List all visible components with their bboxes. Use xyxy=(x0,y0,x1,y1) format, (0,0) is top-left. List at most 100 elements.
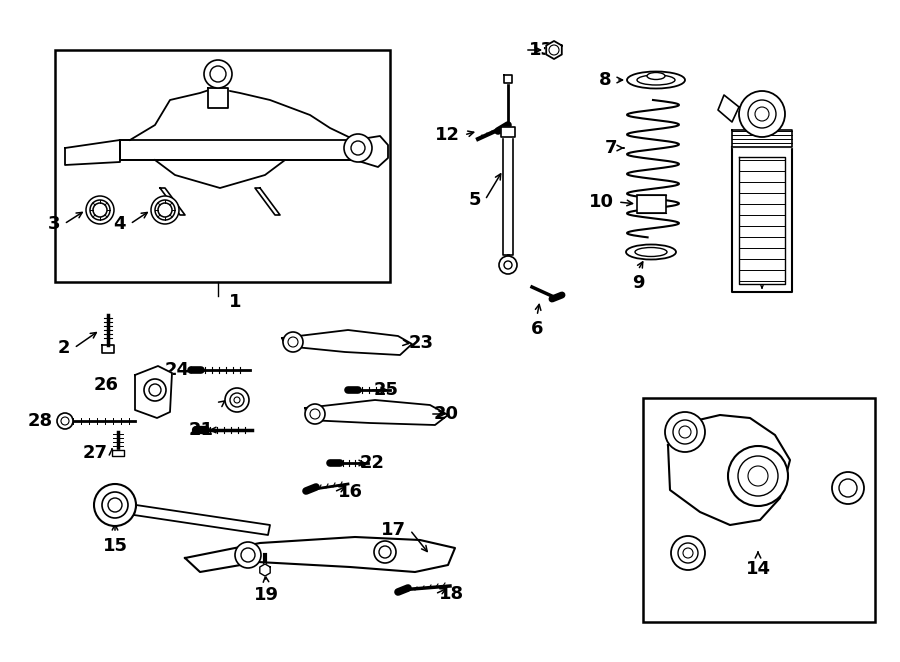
Polygon shape xyxy=(546,41,562,59)
Polygon shape xyxy=(732,130,792,147)
Polygon shape xyxy=(65,140,120,165)
Circle shape xyxy=(679,426,691,438)
Circle shape xyxy=(94,484,136,526)
Circle shape xyxy=(234,397,240,403)
Polygon shape xyxy=(260,564,270,576)
Circle shape xyxy=(305,404,325,424)
Polygon shape xyxy=(739,157,785,284)
Circle shape xyxy=(210,66,226,82)
Ellipse shape xyxy=(627,71,685,89)
Text: 8: 8 xyxy=(599,71,612,89)
Text: 20: 20 xyxy=(434,405,459,423)
Text: 13: 13 xyxy=(529,41,554,59)
Circle shape xyxy=(155,200,175,220)
Polygon shape xyxy=(185,537,455,572)
Text: 4: 4 xyxy=(113,215,126,233)
Circle shape xyxy=(499,256,517,274)
Text: 2: 2 xyxy=(58,339,70,357)
Circle shape xyxy=(93,203,107,217)
Polygon shape xyxy=(135,366,172,418)
Circle shape xyxy=(102,492,128,518)
Polygon shape xyxy=(668,415,790,525)
Circle shape xyxy=(379,546,391,558)
Circle shape xyxy=(57,413,73,429)
Text: 12: 12 xyxy=(435,126,460,144)
Circle shape xyxy=(235,542,261,568)
Text: 19: 19 xyxy=(254,586,278,604)
Circle shape xyxy=(738,456,778,496)
Circle shape xyxy=(351,141,365,155)
Circle shape xyxy=(230,393,244,407)
Circle shape xyxy=(144,379,166,401)
Ellipse shape xyxy=(626,244,676,260)
Circle shape xyxy=(728,446,788,506)
Circle shape xyxy=(310,409,320,419)
Polygon shape xyxy=(120,88,355,160)
Text: 27: 27 xyxy=(83,444,108,462)
Ellipse shape xyxy=(647,73,665,79)
Polygon shape xyxy=(134,505,270,535)
Circle shape xyxy=(344,134,372,162)
Polygon shape xyxy=(501,127,515,137)
Text: 17: 17 xyxy=(381,521,406,539)
Polygon shape xyxy=(208,88,228,108)
Circle shape xyxy=(673,420,697,444)
Text: 5: 5 xyxy=(469,191,481,209)
Circle shape xyxy=(839,479,857,497)
Ellipse shape xyxy=(637,75,675,85)
Polygon shape xyxy=(503,137,513,255)
Text: 15: 15 xyxy=(103,537,128,555)
Polygon shape xyxy=(282,330,412,355)
Polygon shape xyxy=(732,147,792,292)
Polygon shape xyxy=(102,345,114,353)
Text: 26: 26 xyxy=(94,376,119,394)
Circle shape xyxy=(683,548,693,558)
Text: 28: 28 xyxy=(28,412,53,430)
Circle shape xyxy=(225,388,249,412)
Text: 16: 16 xyxy=(338,483,363,501)
Text: 24: 24 xyxy=(165,361,190,379)
Polygon shape xyxy=(355,136,388,167)
Circle shape xyxy=(665,412,705,452)
Text: 14: 14 xyxy=(745,560,770,578)
Text: 18: 18 xyxy=(439,585,464,603)
Circle shape xyxy=(90,200,110,220)
Text: 9: 9 xyxy=(632,274,644,292)
Circle shape xyxy=(504,261,512,269)
Polygon shape xyxy=(155,160,285,188)
Text: 7: 7 xyxy=(605,139,617,157)
Circle shape xyxy=(86,196,114,224)
Text: 6: 6 xyxy=(531,320,544,338)
Text: 29: 29 xyxy=(226,394,251,412)
Circle shape xyxy=(288,337,298,347)
Circle shape xyxy=(61,417,69,425)
Text: 23: 23 xyxy=(409,334,434,352)
Text: 21: 21 xyxy=(189,421,214,439)
Polygon shape xyxy=(255,188,280,215)
Circle shape xyxy=(283,332,303,352)
Circle shape xyxy=(108,498,122,512)
Polygon shape xyxy=(305,400,448,425)
Circle shape xyxy=(832,472,864,504)
Circle shape xyxy=(748,100,776,128)
Polygon shape xyxy=(160,188,185,215)
Polygon shape xyxy=(504,75,512,83)
Circle shape xyxy=(549,45,559,55)
Text: 1: 1 xyxy=(229,293,241,311)
Circle shape xyxy=(374,541,396,563)
Polygon shape xyxy=(718,95,739,122)
Text: 3: 3 xyxy=(48,215,60,233)
Text: 10: 10 xyxy=(589,193,614,211)
Circle shape xyxy=(151,196,179,224)
Circle shape xyxy=(748,466,768,486)
Bar xyxy=(55,50,390,282)
Circle shape xyxy=(671,536,705,570)
Text: 22: 22 xyxy=(360,454,385,472)
Circle shape xyxy=(204,60,232,88)
Circle shape xyxy=(755,107,769,121)
Bar xyxy=(637,195,666,213)
Bar xyxy=(643,398,875,622)
Circle shape xyxy=(241,548,255,562)
Text: 25: 25 xyxy=(374,381,399,399)
Polygon shape xyxy=(120,140,355,160)
